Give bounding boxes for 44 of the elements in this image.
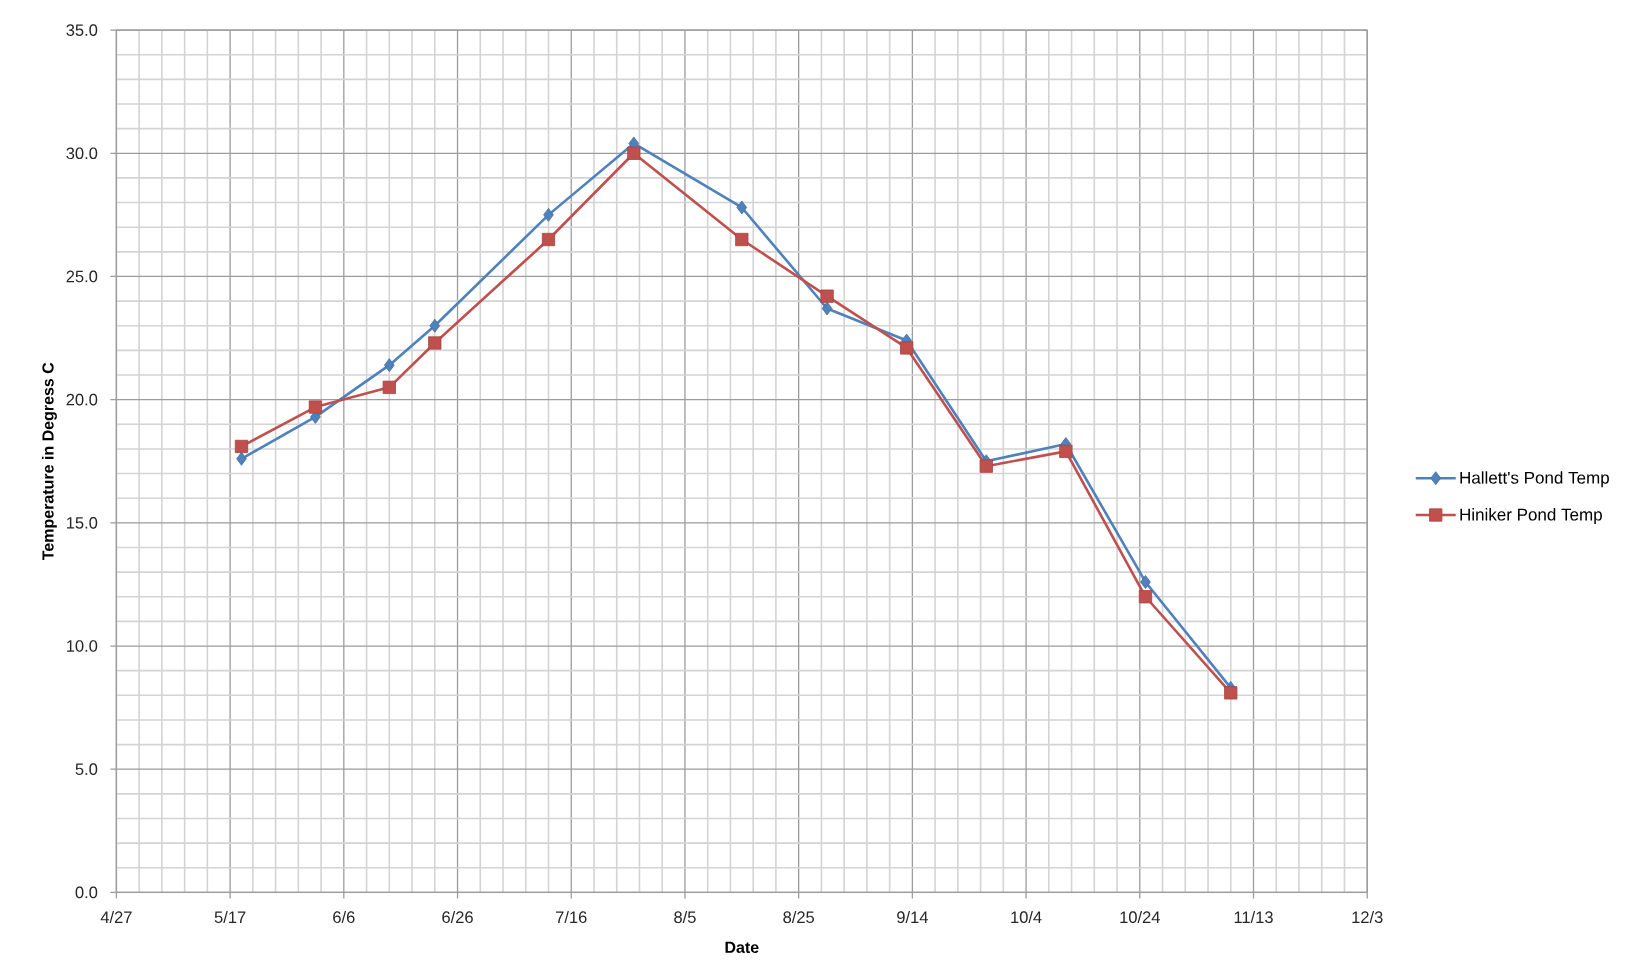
point <box>900 341 914 355</box>
point <box>1059 444 1073 458</box>
point <box>384 358 395 373</box>
x-tick-label: 12/3 <box>1352 910 1383 924</box>
point <box>541 232 556 247</box>
y-tick-label: 20.0 <box>66 393 98 406</box>
x-tick-label: 6/26 <box>442 910 473 924</box>
x-tick-label: 10/24 <box>1120 910 1160 924</box>
x-tick-label: 8/25 <box>783 910 815 924</box>
point <box>627 146 641 160</box>
y-tick-label: 10.0 <box>67 640 98 652</box>
x-tick-label: 7/16 <box>556 910 587 924</box>
point <box>234 439 249 454</box>
y-tick-label: 35.0 <box>66 24 98 36</box>
point <box>735 232 749 247</box>
point <box>1224 686 1238 700</box>
y-tick-label: 15.0 <box>67 516 98 529</box>
y-tick-label: 5.0 <box>75 763 98 776</box>
x-tick-label: 11/13 <box>1234 910 1273 924</box>
y-tick-label: 30.0 <box>66 147 98 160</box>
x-tick-label: 9/14 <box>897 910 928 924</box>
point <box>308 400 322 414</box>
legend-label: Hallett's Pond Temp <box>1460 471 1609 488</box>
point <box>429 318 441 333</box>
legend-label: Hiniker Pond Temp <box>1460 508 1602 524</box>
x-tick-label: 4/27 <box>100 910 132 924</box>
x-tick-label: 8/5 <box>674 910 696 924</box>
point <box>820 289 834 303</box>
y-axis-title: Temperature in Degress C <box>41 362 57 561</box>
y-tick-label: 0.0 <box>75 886 98 899</box>
x-tick-label: 6/6 <box>333 910 355 924</box>
x-tick-label: 10/4 <box>1011 910 1042 924</box>
point <box>543 207 554 222</box>
point <box>979 459 993 473</box>
point <box>428 336 442 350</box>
point <box>736 200 748 215</box>
point <box>236 451 247 466</box>
point <box>382 380 396 394</box>
y-tick-label: 25.0 <box>66 270 98 283</box>
point <box>1140 575 1151 589</box>
point <box>1138 590 1153 604</box>
x-tick-label: 5/17 <box>214 910 246 924</box>
x-axis-title: Date <box>725 941 759 953</box>
point <box>821 301 833 316</box>
